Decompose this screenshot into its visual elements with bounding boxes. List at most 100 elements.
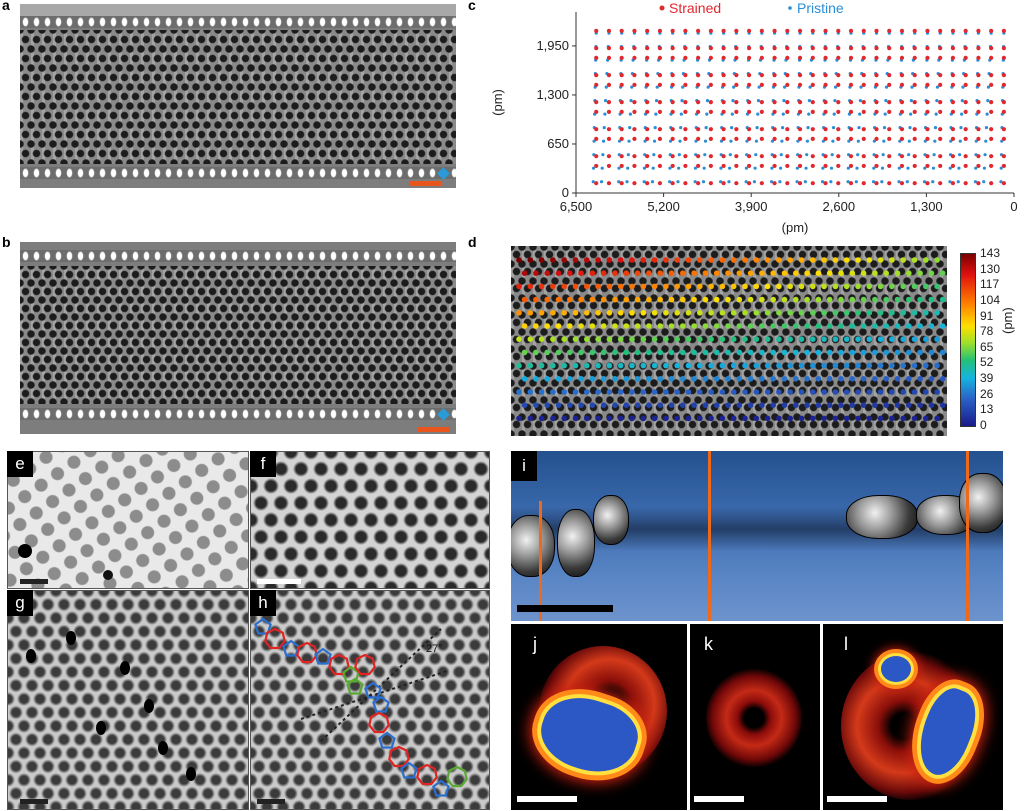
pristine-point bbox=[693, 180, 697, 184]
strain-dot bbox=[629, 389, 635, 395]
strain-dot bbox=[584, 257, 590, 263]
strained-point bbox=[861, 100, 866, 105]
strained-point bbox=[708, 28, 713, 33]
strain-dot bbox=[770, 376, 776, 382]
strain-dot bbox=[838, 349, 844, 356]
strain-dot bbox=[663, 257, 669, 263]
strain-dot bbox=[629, 257, 635, 263]
strain-dot bbox=[629, 283, 635, 290]
strained-point bbox=[746, 181, 752, 186]
colorbar-tick-label: 39 bbox=[980, 371, 994, 386]
strained-point bbox=[836, 28, 841, 33]
strain-dot bbox=[849, 323, 856, 329]
strained-point bbox=[759, 82, 764, 87]
strain-dot bbox=[697, 415, 703, 422]
strained-point bbox=[874, 73, 879, 78]
strained-point bbox=[759, 109, 764, 114]
strained-point bbox=[848, 136, 854, 142]
strain-dot bbox=[798, 362, 805, 369]
strain-dot bbox=[538, 336, 545, 342]
strain-dot bbox=[708, 415, 714, 422]
strained-point bbox=[632, 109, 637, 114]
strained-point bbox=[594, 163, 599, 169]
strained-point bbox=[912, 163, 917, 169]
strained-point bbox=[657, 73, 663, 78]
pristine-point bbox=[651, 166, 655, 170]
strained-point bbox=[989, 109, 994, 114]
panel-d-strain-map bbox=[511, 246, 947, 436]
scale-bar bbox=[410, 181, 442, 186]
panel-label-e: e bbox=[7, 451, 33, 477]
strained-point bbox=[810, 100, 815, 105]
strain-dot bbox=[804, 270, 810, 276]
pristine-point bbox=[679, 112, 683, 116]
strained-point bbox=[670, 73, 675, 78]
strain-dot bbox=[572, 415, 579, 422]
strained-point bbox=[963, 109, 968, 114]
pristine-point bbox=[881, 153, 885, 157]
pentagon-marker bbox=[364, 681, 382, 699]
strain-dot bbox=[866, 362, 873, 369]
strained-point bbox=[645, 154, 650, 159]
strain-dot bbox=[810, 362, 816, 369]
strain-dot bbox=[578, 270, 584, 276]
pristine-point bbox=[601, 153, 605, 157]
x-tick-label: 0 bbox=[1010, 199, 1017, 214]
strained-point bbox=[657, 100, 663, 105]
strained-point bbox=[683, 73, 688, 78]
x-tick-label: 1,300 bbox=[910, 199, 943, 214]
strain-dot bbox=[764, 415, 771, 422]
strained-point bbox=[848, 154, 854, 159]
strained-point bbox=[810, 55, 815, 60]
strain-dot bbox=[595, 389, 601, 395]
pristine-point bbox=[859, 85, 863, 89]
strain-dot bbox=[798, 283, 805, 290]
colorbar-tick-label: 104 bbox=[980, 292, 1001, 307]
strain-dot bbox=[917, 270, 923, 276]
pristine-point bbox=[600, 166, 604, 170]
strain-dot bbox=[793, 323, 799, 329]
strain-dot bbox=[906, 349, 912, 356]
strained-point bbox=[836, 55, 841, 60]
strained-point bbox=[887, 181, 892, 186]
strain-dot bbox=[589, 349, 596, 356]
colorbar-tick-label: 52 bbox=[980, 355, 994, 370]
strained-point bbox=[925, 154, 930, 159]
pristine-point bbox=[832, 112, 836, 116]
strain-dot bbox=[764, 310, 771, 316]
strain-dot bbox=[815, 323, 822, 329]
strained-point bbox=[708, 46, 713, 51]
strain-dot bbox=[742, 310, 748, 316]
strain-dot bbox=[589, 270, 596, 276]
strain-dot bbox=[883, 402, 889, 408]
strain-dot bbox=[736, 296, 743, 303]
pristine-point bbox=[855, 166, 859, 170]
pristine-point bbox=[948, 166, 952, 170]
strain-dot bbox=[855, 389, 861, 395]
pristine-point bbox=[617, 180, 621, 184]
strained-point bbox=[606, 46, 612, 51]
strain-dot bbox=[855, 415, 861, 422]
strained-point bbox=[963, 154, 968, 159]
pristine-point bbox=[642, 180, 646, 184]
strained-point bbox=[823, 109, 828, 114]
strain-dot bbox=[572, 362, 579, 369]
strained-point bbox=[708, 82, 713, 87]
strained-point bbox=[976, 181, 981, 186]
strain-dot bbox=[911, 336, 918, 342]
strain-dot bbox=[911, 415, 918, 422]
heptagon-marker bbox=[296, 641, 318, 664]
strain-dot bbox=[781, 349, 788, 356]
strain-dot bbox=[691, 376, 697, 382]
strain-dot bbox=[900, 389, 906, 395]
strain-dot bbox=[787, 415, 793, 422]
strain-dot bbox=[680, 376, 686, 382]
strain-dot bbox=[900, 415, 906, 422]
strain-dot bbox=[697, 362, 703, 369]
strain-dot bbox=[674, 283, 680, 290]
strained-point bbox=[938, 154, 943, 159]
strain-dot bbox=[646, 296, 652, 303]
strained-point bbox=[645, 55, 650, 60]
pristine-point bbox=[985, 112, 989, 116]
strained-point bbox=[887, 73, 892, 78]
